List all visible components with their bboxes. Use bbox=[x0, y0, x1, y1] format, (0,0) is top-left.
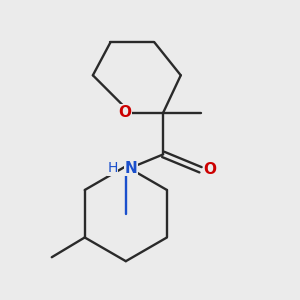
Text: N: N bbox=[124, 161, 137, 176]
Text: O: O bbox=[118, 105, 131, 120]
Text: H: H bbox=[107, 161, 118, 176]
Text: O: O bbox=[204, 162, 217, 177]
